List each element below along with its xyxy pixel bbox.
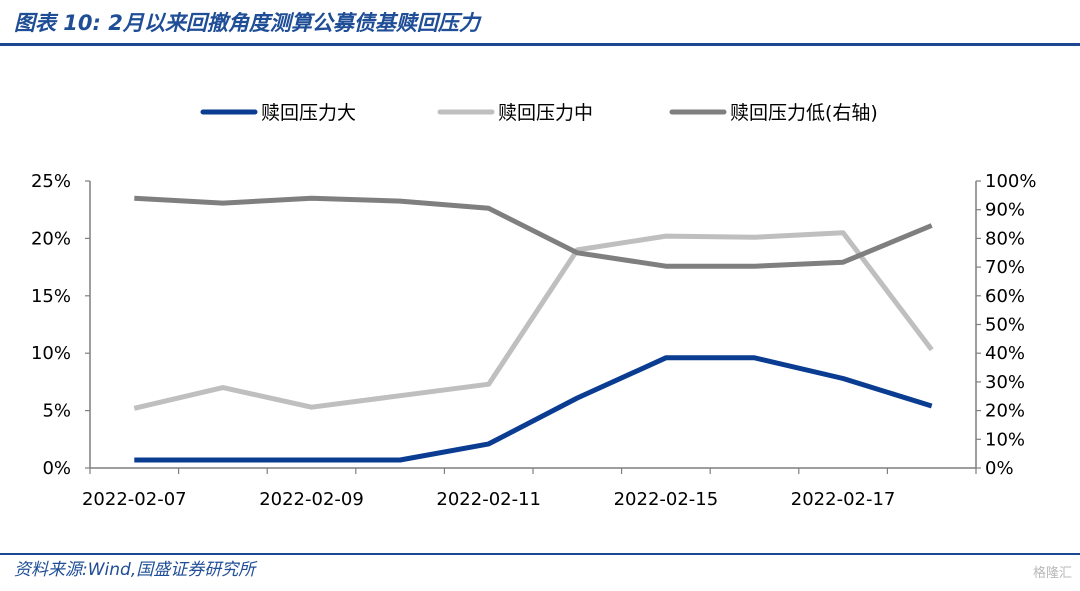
right-y-tick-label: 20%	[985, 401, 1025, 422]
chart-legend: 赎回压力大 赎回压力中 赎回压力低(右轴)	[200, 102, 878, 124]
x-tick-label: 2022-02-07	[82, 489, 187, 510]
legend-label: 赎回压力大	[261, 102, 356, 124]
legend-label: 赎回压力中	[498, 102, 593, 124]
chart-axes: 0% 5% 10% 15% 20% 25% 0% 10% 20% 30% 40% 50% 60% 70% 8…	[31, 171, 1036, 510]
source-note: 资料来源:Wind,国盛证券研究所	[14, 560, 256, 580]
left-y-tick-label: 15%	[31, 286, 71, 307]
x-tick-label: 2022-02-11	[436, 489, 541, 510]
right-y-tick-label: 50%	[985, 315, 1025, 336]
series-line	[133, 230, 934, 411]
figure-title: 图表 10: 2月以来回撤角度测算公募债基赎回压力	[14, 11, 480, 35]
right-y-tick-label: 10%	[985, 429, 1025, 450]
right-y-tick-label: 80%	[985, 228, 1025, 249]
right-y-tick-label: 60%	[985, 286, 1025, 307]
footer-rule	[0, 553, 1080, 555]
right-y-tick-label: 30%	[985, 372, 1025, 393]
left-y-tick-label: 5%	[42, 401, 71, 422]
right-y-tick-label: 70%	[985, 257, 1025, 278]
left-y-tick-label: 10%	[31, 343, 71, 364]
left-y-tick-label: 20%	[31, 228, 71, 249]
right-y-tick-label: 40%	[985, 343, 1025, 364]
header-rule	[0, 43, 1080, 46]
watermark-logo: 格隆汇	[1032, 566, 1072, 581]
left-y-tick-label: 0%	[42, 458, 71, 479]
series-line	[134, 355, 933, 463]
right-y-tick-label: 90%	[985, 200, 1025, 221]
x-tick-label: 2022-02-09	[259, 489, 364, 510]
x-tick-label: 2022-02-17	[791, 489, 896, 510]
chart-series	[133, 195, 934, 463]
right-y-tick-label: 0%	[985, 458, 1014, 479]
left-y-tick-label: 25%	[31, 171, 71, 192]
x-tick-label: 2022-02-15	[614, 489, 719, 510]
series-line	[134, 195, 933, 269]
legend-label: 赎回压力低(右轴)	[730, 102, 878, 124]
right-y-tick-label: 100%	[985, 171, 1036, 192]
